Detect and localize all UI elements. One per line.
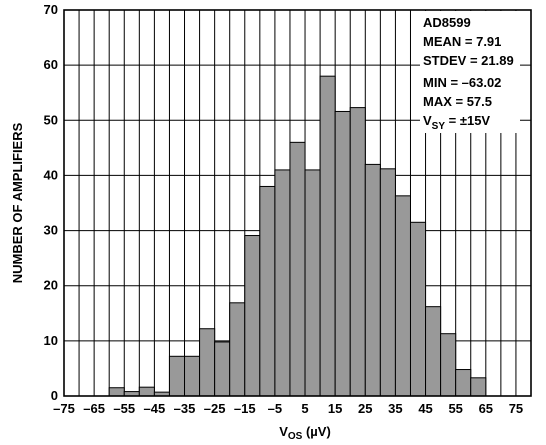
y-tick-label: 70 — [44, 2, 58, 17]
x-tick-label: 35 — [388, 401, 402, 416]
vsy-subscript: SY — [432, 121, 446, 132]
histogram-bar — [304, 169, 321, 397]
histogram-bar — [199, 328, 216, 397]
x-tick-label: –25 — [204, 401, 226, 416]
histogram-bar — [394, 195, 411, 397]
histogram-bar — [364, 163, 381, 397]
stat-mean: MEAN = 7.91 — [423, 34, 501, 49]
x-tick-labels: –75 –65 –55 –45 –35 –25 –15 –5 5 15 25 35 45 55 65 75 — [53, 401, 523, 416]
y-tick-label: 10 — [44, 333, 58, 348]
histogram-bar — [214, 341, 231, 397]
y-tick-label: 50 — [44, 112, 58, 127]
y-tick-label: 60 — [44, 57, 58, 72]
stat-min: MIN = –63.02 — [423, 75, 501, 90]
stats-annotation: AD8599 MEAN = 7.91 STDEV = 21.89 MIN = –… — [423, 15, 514, 132]
histogram-bar — [440, 333, 457, 397]
x-tick-label: 75 — [509, 401, 523, 416]
histogram-bar — [108, 387, 125, 397]
x-axis-title: VOS (µV) — [279, 424, 331, 442]
x-tick-label: 45 — [418, 401, 432, 416]
y-tick-label: 20 — [44, 278, 58, 293]
histogram-bar — [229, 302, 246, 397]
vsy-value: = ±15V — [445, 113, 490, 128]
histogram-bar — [184, 355, 201, 397]
x-tick-label: –45 — [144, 401, 166, 416]
x-tick-label: –75 — [53, 401, 75, 416]
histogram-bar — [319, 75, 336, 397]
x-tick-label: –35 — [174, 401, 196, 416]
histogram-bar — [379, 168, 396, 397]
histogram-bar — [425, 306, 442, 397]
x-tick-label: 25 — [358, 401, 372, 416]
x-tick-label: –5 — [268, 401, 282, 416]
histogram-bar — [274, 169, 291, 397]
histogram-bar — [289, 141, 306, 397]
stats-annotation-box — [420, 11, 520, 133]
bars-layer — [108, 75, 487, 397]
device-name: AD8599 — [423, 15, 471, 30]
x-tick-label: –65 — [83, 401, 105, 416]
histogram-bar — [168, 355, 186, 397]
x-tick-label: 65 — [479, 401, 493, 416]
y-tick-label: 30 — [44, 223, 58, 238]
x-tick-label: 5 — [301, 401, 308, 416]
y-tick-label: 40 — [44, 167, 58, 182]
x-axis-title-subscript: OS — [288, 431, 303, 442]
histogram-bar — [349, 107, 366, 397]
y-tick-label: 0 — [51, 388, 58, 403]
stat-max: MAX = 57.5 — [423, 94, 492, 109]
histogram-bar — [334, 110, 351, 397]
histogram-bar — [259, 185, 276, 397]
histogram-bar — [470, 377, 487, 397]
y-tick-labels: 0 10 20 30 40 50 60 70 — [44, 2, 58, 403]
histogram-bar — [409, 221, 427, 397]
histogram-bar — [138, 386, 155, 397]
x-axis-title-main: V — [279, 424, 288, 439]
plot-frame — [63, 9, 532, 397]
x-tick-label: –55 — [113, 401, 135, 416]
histogram-bar — [455, 369, 472, 397]
x-tick-label: 55 — [448, 401, 462, 416]
stat-stdev: STDEV = 21.89 — [423, 53, 514, 68]
y-axis-title: NUMBER OF AMPLIFIERS — [10, 122, 25, 283]
x-axis-title-unit: (µV) — [302, 424, 330, 439]
x-tick-label: 15 — [328, 401, 342, 416]
x-tick-label: –15 — [234, 401, 256, 416]
vsy-main: V — [423, 113, 432, 128]
histogram-bar — [244, 235, 261, 397]
stat-supply-voltage: VSY = ±15V — [423, 113, 490, 132]
